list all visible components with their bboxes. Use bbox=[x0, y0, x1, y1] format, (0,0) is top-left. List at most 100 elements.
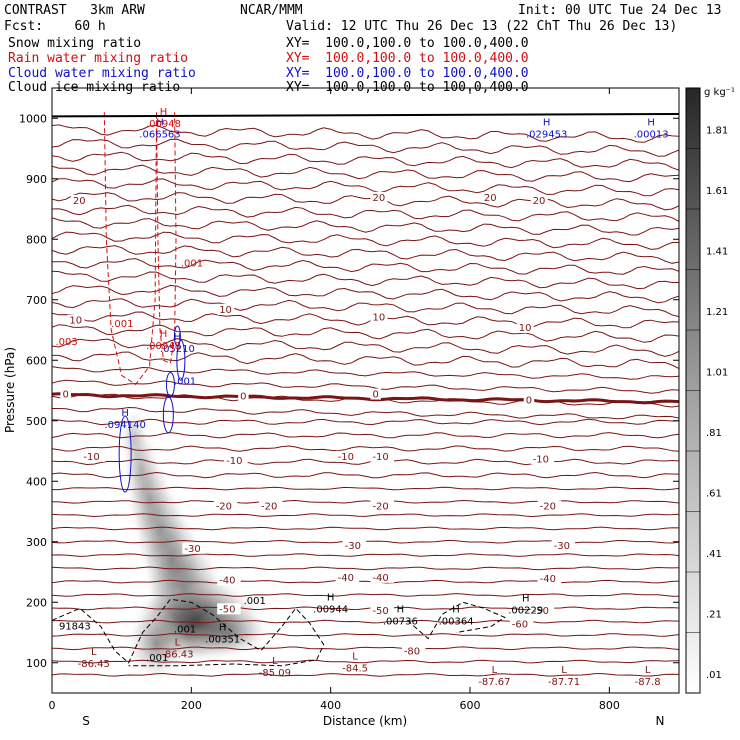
x-tick-label: 200 bbox=[181, 699, 202, 712]
extremum-value: .00013 bbox=[634, 129, 669, 140]
cloud-water-contour bbox=[162, 396, 174, 434]
extremum-marker: L bbox=[91, 647, 97, 658]
colorbar-level-label: .01 bbox=[706, 670, 722, 681]
temperature-contour-label: -10 bbox=[372, 452, 388, 463]
field-rain-name: Rain water mixing ratio bbox=[8, 51, 189, 66]
contour-label-bg bbox=[217, 574, 241, 586]
extremum-value: .094140 bbox=[104, 420, 145, 431]
colorbar-level-label: 1.41 bbox=[706, 246, 728, 257]
temperature-contour-line bbox=[52, 351, 679, 370]
init-time: Init: 00 UTC Tue 24 Dec 13 bbox=[518, 3, 722, 18]
rain-water-contours bbox=[103, 112, 177, 386]
temperature-contour-label: -30 bbox=[345, 541, 361, 552]
contour-label-bg bbox=[530, 605, 555, 617]
extremum-value: -85.09 bbox=[259, 668, 291, 679]
temperature-contour-label: -40 bbox=[338, 573, 354, 584]
y-tick-label: 100 bbox=[26, 657, 47, 670]
temperature-contour-line bbox=[52, 566, 679, 571]
contour-label-bg bbox=[530, 453, 555, 465]
y-tick-label: 800 bbox=[26, 233, 47, 246]
extremum-marker: H bbox=[174, 332, 182, 343]
contour-label-bg bbox=[335, 571, 360, 583]
temperature-contour-label: 0 bbox=[372, 390, 378, 401]
contour-label-bg bbox=[217, 603, 241, 615]
temperature-contour-label: 10 bbox=[69, 316, 82, 327]
temperature-contour-label: -20 bbox=[261, 501, 277, 512]
temperature-contour-label: -40 bbox=[540, 574, 556, 585]
temperature-contour-line bbox=[52, 672, 679, 677]
field-cloudwater-name: Cloud water mixing ratio bbox=[8, 66, 196, 81]
cloud-water-contour bbox=[118, 415, 132, 493]
y-tick-label: 400 bbox=[26, 475, 47, 488]
contour-label-bg bbox=[81, 450, 105, 462]
end-label-south: S bbox=[82, 714, 90, 728]
temperature-contour-line bbox=[52, 553, 679, 557]
extremum-value: -86.43 bbox=[161, 650, 193, 661]
contour-label-bg bbox=[530, 194, 548, 206]
temperature-contour-label: 10 bbox=[372, 313, 385, 324]
extremum-value: -84.5 bbox=[342, 664, 368, 675]
temperature-contour-line bbox=[52, 192, 679, 211]
extremum-marker: H bbox=[543, 117, 551, 128]
contour-label-bg bbox=[224, 455, 248, 467]
temperature-contour-label: -10 bbox=[338, 452, 354, 463]
extremum-marker: L bbox=[561, 665, 567, 676]
extremum-marker: H bbox=[397, 604, 405, 615]
extremum-value: .00736 bbox=[383, 616, 418, 627]
contour-value-label: .001 bbox=[174, 625, 196, 636]
colorbar: g kg⁻¹ 1.81 1.61 1.41 1.21 1.01 .81 .61 .41 .21.… bbox=[685, 87, 735, 694]
extremum-value: .00944 bbox=[313, 604, 348, 615]
temperature-contour-line bbox=[52, 486, 679, 491]
temperature-contour-line bbox=[52, 217, 679, 236]
valid-time: Valid: 12 UTC Thu 26 Dec 13 (22 ChT Thu … bbox=[286, 19, 678, 34]
x-tick-label: 600 bbox=[460, 699, 481, 712]
extremum-value: .00364 bbox=[439, 616, 474, 627]
colorbar-level-label: 1.81 bbox=[706, 125, 728, 136]
temperature-contour-label: -10 bbox=[226, 456, 242, 467]
contour-label-bg bbox=[370, 605, 394, 617]
cloud-ice-contours bbox=[52, 598, 506, 667]
extremum-marker: H bbox=[522, 594, 530, 605]
contour-label-bg bbox=[370, 571, 394, 583]
temperature-contour-line bbox=[52, 659, 679, 664]
y-tick-label: 500 bbox=[26, 415, 47, 428]
temperature-contour-label: -60 bbox=[512, 619, 528, 630]
temperature-contour-label: 20 bbox=[533, 196, 546, 207]
extremum-marker: L bbox=[645, 665, 651, 676]
contour-value-label: .001 bbox=[244, 596, 266, 607]
contour-label-bg bbox=[70, 194, 88, 206]
contour-label-bg bbox=[217, 303, 235, 315]
temperature-contour-line bbox=[52, 606, 679, 611]
contour-label-bg bbox=[523, 394, 535, 406]
cloud-ice-contour bbox=[52, 598, 325, 667]
temperature-contour-label: -80 bbox=[404, 647, 420, 658]
temperature-contour-line bbox=[52, 138, 679, 157]
temperature-contour-line bbox=[52, 619, 679, 624]
temperature-contour-line bbox=[52, 418, 679, 426]
y-axis-title: Pressure (hPa) bbox=[3, 347, 17, 433]
organization: NCAR/MMM bbox=[240, 3, 303, 18]
colorbar-level-label: 1.61 bbox=[706, 186, 728, 197]
temperature-contour-label: -20 bbox=[216, 501, 232, 512]
contour-value-label: .001 bbox=[174, 376, 196, 387]
temperature-contour-label: -40 bbox=[219, 575, 235, 586]
temperature-contour-line bbox=[52, 458, 679, 466]
y-tick-label: 600 bbox=[26, 354, 47, 367]
temperature-contour-line bbox=[52, 471, 679, 479]
temperature-contour-label: -10 bbox=[83, 452, 99, 463]
temperature-contour-line bbox=[52, 164, 679, 183]
contour-label-bg bbox=[481, 191, 499, 203]
rain-water-contour bbox=[156, 112, 177, 365]
contour-label-bg bbox=[342, 539, 367, 551]
temperature-contour-label: -50 bbox=[533, 606, 549, 617]
cloud-ice-contour bbox=[406, 601, 506, 640]
temperature-contour-line bbox=[52, 646, 679, 651]
contour-label-bg bbox=[370, 450, 394, 462]
extremum-value: .05210 bbox=[160, 344, 195, 355]
colorbar-level-label: .41 bbox=[706, 549, 722, 560]
field-snow-xy: XY= 100.0,100.0 to 100.0,400.0 bbox=[286, 36, 529, 51]
extremum-marker: L bbox=[272, 656, 278, 667]
temperature-contour-label: -50 bbox=[219, 604, 235, 615]
temperature-contour-label: 20 bbox=[372, 193, 385, 204]
y-tick-label: 1000 bbox=[19, 112, 47, 125]
